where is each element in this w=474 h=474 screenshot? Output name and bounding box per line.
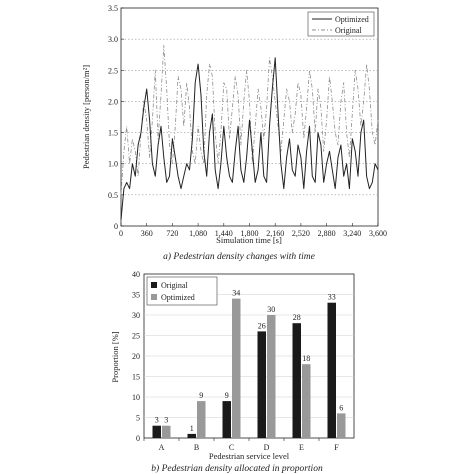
category-label-b: F: [334, 443, 339, 452]
x-tick-label-a: 0: [119, 229, 123, 238]
y-tick-label-a: 0: [114, 222, 118, 231]
x-tick-label-a: 3,240: [343, 229, 361, 238]
y-tick-label-a: 0.5: [108, 191, 118, 200]
y-tick-label-b: 40: [132, 270, 140, 279]
data-label-original: 9: [225, 391, 229, 400]
caption-a: a) Pedestrian density changes with time: [163, 251, 315, 262]
data-label-original: 26: [258, 321, 266, 330]
x-tick-label-a: 720: [166, 229, 178, 238]
x-tick-label-a: 3,600: [369, 229, 387, 238]
bar-original: [222, 401, 231, 438]
bar-original: [257, 331, 266, 438]
data-label-original: 33: [328, 293, 336, 302]
data-label-optimized: 9: [199, 391, 203, 400]
y-tick-label-b: 0: [136, 434, 140, 443]
category-label-b: B: [194, 443, 199, 452]
y-tick-label-a: 1.0: [108, 160, 118, 169]
bar-optimized: [337, 413, 346, 438]
bar-original: [292, 323, 301, 438]
y-tick-labels-a: 0 0.5 1.0 1.5 2.0 2.5 3.0 3.5: [108, 4, 118, 231]
x-axis-label-a: Simulation time [s]: [216, 235, 282, 245]
data-label-optimized: 18: [302, 354, 310, 363]
bar-original: [152, 425, 161, 438]
bar-optimized: [197, 401, 206, 438]
y-axis-label-a: Pedestrian density [person/m²]: [81, 65, 91, 169]
y-tick-label-b: 35: [132, 291, 140, 300]
bar-original: [327, 302, 336, 438]
legend-label-optimized-a: Optimized: [335, 15, 369, 24]
grid-lines-b: [143, 294, 354, 441]
legend-b: Original Optimized: [146, 276, 218, 306]
x-tick-label-a: 1,440: [215, 229, 233, 238]
legend-label-original-b: Original: [161, 281, 188, 290]
data-label-original: 28: [293, 313, 301, 322]
legend-box-b: [146, 276, 218, 306]
x-axis-label-b: Pedestrian service level: [209, 451, 290, 461]
legend-a: Optimized Original: [307, 11, 375, 37]
data-label-optimized: 3: [164, 416, 168, 425]
x-tick-label-a: 1,080: [189, 229, 207, 238]
y-tick-label-b: 15: [132, 373, 140, 382]
x-tick-label-a: 2,880: [318, 229, 336, 238]
legend-label-original-a: Original: [335, 26, 362, 35]
bar-optimized: [232, 298, 241, 438]
series-line-original: [120, 45, 379, 195]
data-label-optimized: 30: [267, 305, 275, 314]
category-label-b: E: [299, 443, 304, 452]
x-tick-label-a: 1,800: [241, 229, 259, 238]
grid-lines-a: [120, 7, 379, 227]
caption-b: b) Pedestrian density allocated in propo…: [151, 463, 323, 474]
x-tick-label-a: 2,160: [266, 229, 284, 238]
bar-optimized: [162, 425, 171, 438]
y-tick-label-a: 3.0: [108, 35, 118, 44]
series-lines-a: [120, 45, 379, 220]
x-tick-labels-a: 0 360 720 1,080 1,440 1,800 2,160 2,520 2,880 3,2…: [119, 229, 387, 238]
bar-optimized: [267, 315, 276, 438]
y-tick-label-a: 2.5: [108, 66, 118, 75]
legend-label-optimized-b: Optimized: [161, 293, 195, 302]
data-label-original: 1: [190, 424, 194, 433]
category-label-b: C: [229, 443, 234, 452]
data-label-optimized: 6: [339, 403, 343, 412]
y-tick-label-b: 30: [132, 311, 140, 320]
series-line-optimized: [120, 57, 379, 220]
category-labels-b: A B C D E F: [159, 443, 340, 452]
x-tick-label-a: 2,520: [292, 229, 310, 238]
y-tick-label-a: 3.5: [108, 4, 118, 13]
bar-original: [187, 433, 196, 438]
category-label-b: A: [159, 443, 165, 452]
line-chart: 0 0.5 1.0 1.5 2.0 2.5 3.0 3.5 0 360 720 1,080 1,440…: [81, 4, 387, 262]
legend-swatch-original-bar: [151, 282, 157, 288]
category-label-b: D: [264, 443, 270, 452]
y-tick-label-b: 20: [132, 352, 140, 361]
x-tick-label-a: 360: [141, 229, 153, 238]
y-tick-label-b: 10: [132, 393, 140, 402]
bar-optimized: [302, 364, 311, 438]
data-label-optimized: 34: [232, 289, 240, 298]
y-tick-label-b: 25: [132, 332, 140, 341]
legend-box-a: [307, 11, 375, 37]
y-axis-label-b: Proportion [%]: [110, 331, 120, 382]
plot-area-a: [120, 7, 379, 227]
y-tick-label-a: 1.5: [108, 129, 118, 138]
y-tick-label-b: 5: [136, 414, 140, 423]
data-label-original: 3: [155, 416, 159, 425]
y-tick-label-a: 2.0: [108, 97, 118, 106]
y-tick-labels-b: 0 5 10 15 20 25 30 35 40: [132, 270, 140, 443]
legend-swatch-optimized-bar: [151, 294, 157, 300]
